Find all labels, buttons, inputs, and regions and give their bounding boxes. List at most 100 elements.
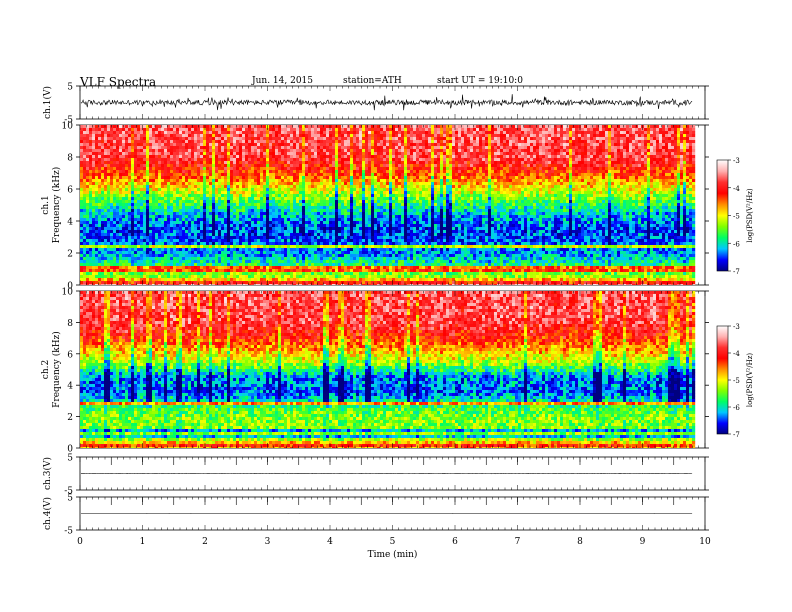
- spectrogram-cell: [167, 140, 171, 144]
- spectrogram-cell: [200, 197, 204, 201]
- spectrogram-cell: [440, 146, 444, 150]
- spectrogram-cell: [614, 182, 618, 186]
- spectrogram-cell: [536, 191, 540, 195]
- spectrogram-cell: [230, 137, 234, 141]
- spectrogram-cell: [152, 152, 156, 156]
- spectrogram-cell: [398, 152, 402, 156]
- spectrogram-cell: [386, 161, 390, 165]
- spectrogram-cell: [656, 188, 660, 192]
- spectrogram-cell: [491, 128, 495, 132]
- spectrogram-cell: [611, 125, 615, 129]
- spectrogram-cell: [656, 149, 660, 153]
- spectrogram-cell: [383, 173, 387, 177]
- spectrogram-cell: [164, 185, 168, 189]
- spectrogram-cell: [524, 191, 528, 195]
- spectrogram-cell: [236, 143, 240, 147]
- spectrogram-cell: [452, 188, 456, 192]
- spectrogram-cell: [638, 179, 642, 183]
- spectrogram-cell: [134, 128, 138, 132]
- spectrogram-cell: [119, 155, 123, 159]
- spectrogram-cell: [188, 158, 192, 162]
- spectrogram-cell: [119, 170, 123, 174]
- spectrogram-cell: [143, 137, 147, 141]
- spectrogram-cell: [410, 146, 414, 150]
- spectrogram-cell: [275, 182, 279, 186]
- spectrogram-cell: [146, 140, 150, 144]
- spectrogram-cell: [314, 131, 318, 135]
- spectrogram-cell: [125, 149, 129, 153]
- spectrogram-cell: [539, 128, 543, 132]
- spectrogram-cell: [275, 143, 279, 147]
- spectrogram-cell: [527, 158, 531, 162]
- spectrogram-cell: [335, 179, 339, 183]
- spectrogram-cell: [242, 194, 246, 198]
- spectrogram-cell: [500, 152, 504, 156]
- spectrogram-cell: [593, 134, 597, 138]
- spectrogram-cell: [545, 191, 549, 195]
- spectrogram-cell: [110, 161, 114, 165]
- spectrogram-cell: [266, 194, 270, 198]
- spectrogram-cell: [359, 182, 363, 186]
- spectrogram-cell: [302, 173, 306, 177]
- spectrogram-cell: [239, 176, 243, 180]
- spectrogram-cell: [152, 149, 156, 153]
- spectrogram-cell: [503, 167, 507, 171]
- spectrogram-cell: [368, 134, 372, 138]
- spectrogram-cell: [266, 191, 270, 195]
- spectrogram-cell: [671, 155, 675, 159]
- spectrogram-cell: [359, 149, 363, 153]
- spectrogram-cell: [158, 197, 162, 201]
- spectrogram-cell: [260, 155, 264, 159]
- spectrogram-cell: [89, 197, 93, 201]
- spectrogram-cell: [248, 152, 252, 156]
- spectrogram-cell: [581, 158, 585, 162]
- spectrogram-cell: [314, 137, 318, 141]
- spectrogram-cell: [305, 149, 309, 153]
- spectrogram-cell: [80, 143, 84, 147]
- spectrogram-cell: [179, 155, 183, 159]
- spectrogram-cell: [98, 131, 102, 135]
- spectrogram-cell: [440, 167, 444, 171]
- spectrogram-cell: [212, 170, 216, 174]
- spectrogram-cell: [86, 194, 90, 198]
- spectrogram-cell: [344, 173, 348, 177]
- spectrogram-cell: [332, 134, 336, 138]
- spectrogram-cell: [161, 137, 165, 141]
- spectrogram-cell: [272, 176, 276, 180]
- spectrogram-cell: [335, 191, 339, 195]
- spectrogram-cell: [383, 128, 387, 132]
- spectrogram-cell: [548, 128, 552, 132]
- spectrogram-cell: [119, 188, 123, 192]
- spectrogram-cell: [161, 146, 165, 150]
- spectrogram-cell: [269, 125, 273, 129]
- spectrogram-cell: [647, 140, 651, 144]
- spectrogram-cell: [482, 140, 486, 144]
- spectrogram-cell: [512, 149, 516, 153]
- spectrogram-cell: [392, 182, 396, 186]
- spectrogram-cell: [107, 143, 111, 147]
- spectrogram-cell: [428, 173, 432, 177]
- spectrogram-cell: [188, 134, 192, 138]
- spectrogram-cell: [656, 173, 660, 177]
- spectrogram-cell: [596, 140, 600, 144]
- spectrogram-cell: [194, 191, 198, 195]
- spectrogram-cell: [398, 170, 402, 174]
- spectrogram-cell: [368, 161, 372, 165]
- spectrogram-cell: [236, 131, 240, 135]
- spectrogram-cell: [299, 134, 303, 138]
- spectrogram-cell: [458, 164, 462, 168]
- spectrogram-cell: [179, 149, 183, 153]
- spectrogram-cell: [272, 134, 276, 138]
- spectrogram-cell: [206, 137, 210, 141]
- spectrogram-cell: [689, 176, 693, 180]
- spectrogram-cell: [488, 134, 492, 138]
- spectrogram-cell: [491, 164, 495, 168]
- spectrogram-cell: [242, 191, 246, 195]
- spectrogram-cell: [434, 143, 438, 147]
- spectrogram-cell: [281, 182, 285, 186]
- spectrogram-cell: [533, 140, 537, 144]
- spectrogram-cell: [239, 158, 243, 162]
- spectrogram-cell: [290, 125, 294, 129]
- spectrogram-cell: [680, 188, 684, 192]
- spectrogram-cell: [554, 176, 558, 180]
